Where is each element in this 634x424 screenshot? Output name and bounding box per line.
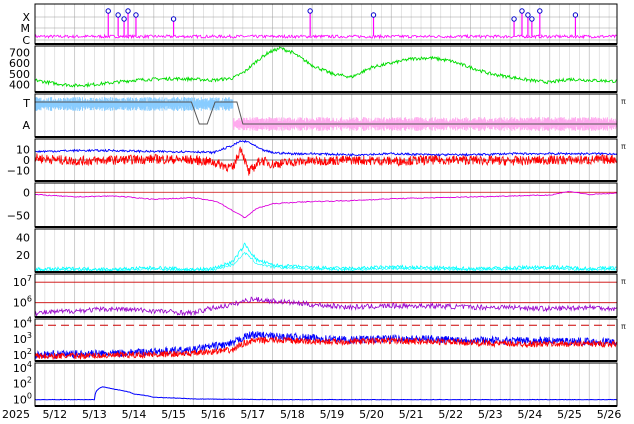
date-tick-label: 5/22 <box>438 408 463 421</box>
flare-marker <box>511 16 517 22</box>
xray-flux-line <box>34 33 618 40</box>
date-tick-label: 5/26 <box>597 408 622 421</box>
bfield-tick-label: −10 <box>7 165 30 178</box>
sector-tick-t: T <box>22 97 30 110</box>
xray-tick-label: X <box>22 11 30 24</box>
date-tick-label: 5/17 <box>240 408 265 421</box>
flare-marker <box>105 8 111 14</box>
bz-line <box>34 146 617 176</box>
date-tick-label: 5/21 <box>399 408 424 421</box>
bfield-tick-label: 0 <box>23 154 30 167</box>
dst-line <box>34 190 618 219</box>
speed-tick-label: 600 <box>9 57 30 70</box>
cosmic-tick-label: 100 <box>13 392 32 407</box>
sector-tick-a: A <box>22 119 30 132</box>
date-tick-label: 5/24 <box>518 408 543 421</box>
date-tick-label: 5/20 <box>359 408 384 421</box>
dst-tick-label: 0 <box>23 186 30 199</box>
proton-tick-label: 106 <box>13 295 32 310</box>
date-tick-label: 5/13 <box>82 408 107 421</box>
flare-marker <box>307 8 313 14</box>
date-tick-label: 5/14 <box>122 408 147 421</box>
electron-a-line <box>34 330 617 360</box>
flare-marker <box>115 12 121 18</box>
xray-tick-label: C <box>22 34 30 47</box>
speed-line <box>34 46 618 88</box>
density-tick-label: 40 <box>16 232 30 245</box>
xray-tick-label: M <box>21 22 31 35</box>
flare-marker <box>529 16 535 22</box>
date-tick-label: 5/12 <box>42 408 67 421</box>
cosmic-tick-label: 102 <box>13 376 32 391</box>
year-label: 2025 <box>2 408 30 421</box>
density-line-2 <box>34 251 618 273</box>
electron-b-line <box>34 336 617 361</box>
flare-marker <box>133 12 139 18</box>
bt-line <box>34 139 618 157</box>
proton-line <box>34 296 618 317</box>
label-layer: XMC700600500400TAπ100−10π0−504020107106π… <box>2 11 626 421</box>
electron-tick-label: 104 <box>13 316 32 331</box>
sector-line <box>35 101 617 125</box>
density-tick-label: 20 <box>16 249 30 262</box>
density-line <box>35 242 618 273</box>
speed-tick-label: 400 <box>9 79 30 92</box>
electron-tick-label: 103 <box>13 331 32 346</box>
date-tick-label: 5/18 <box>280 408 305 421</box>
frame-layer <box>34 3 618 407</box>
dst-tick-label: −50 <box>7 209 30 222</box>
flare-marker <box>125 8 131 14</box>
date-tick-label: 5/23 <box>478 408 503 421</box>
sector-side-tag: π <box>621 97 626 106</box>
flare-marker <box>121 16 127 22</box>
speed-tick-label: 700 <box>9 46 30 59</box>
date-tick-label: 5/16 <box>201 408 226 421</box>
flare-marker <box>519 8 525 14</box>
proton-tick-label: 107 <box>13 274 32 289</box>
series-layer <box>34 8 618 401</box>
cosmic-line <box>34 386 618 401</box>
bfield-tick-label: 10 <box>16 144 30 157</box>
electron-side-tag: π <box>621 322 626 331</box>
flare-marker <box>537 8 543 14</box>
date-tick-label: 5/19 <box>320 408 345 421</box>
date-tick-label: 5/15 <box>161 408 186 421</box>
electron-tick-label: 102 <box>13 347 32 362</box>
flare-marker <box>370 12 377 18</box>
speed-tick-label: 500 <box>9 68 30 81</box>
flare-marker <box>572 12 579 18</box>
date-tick-label: 5/25 <box>557 408 582 421</box>
bfield-side-tag: π <box>621 142 626 151</box>
proton-side-tag: π <box>621 277 626 286</box>
flare-marker <box>170 16 177 22</box>
cosmic-tick-label: 104 <box>13 360 32 375</box>
flare-marker <box>525 12 531 18</box>
